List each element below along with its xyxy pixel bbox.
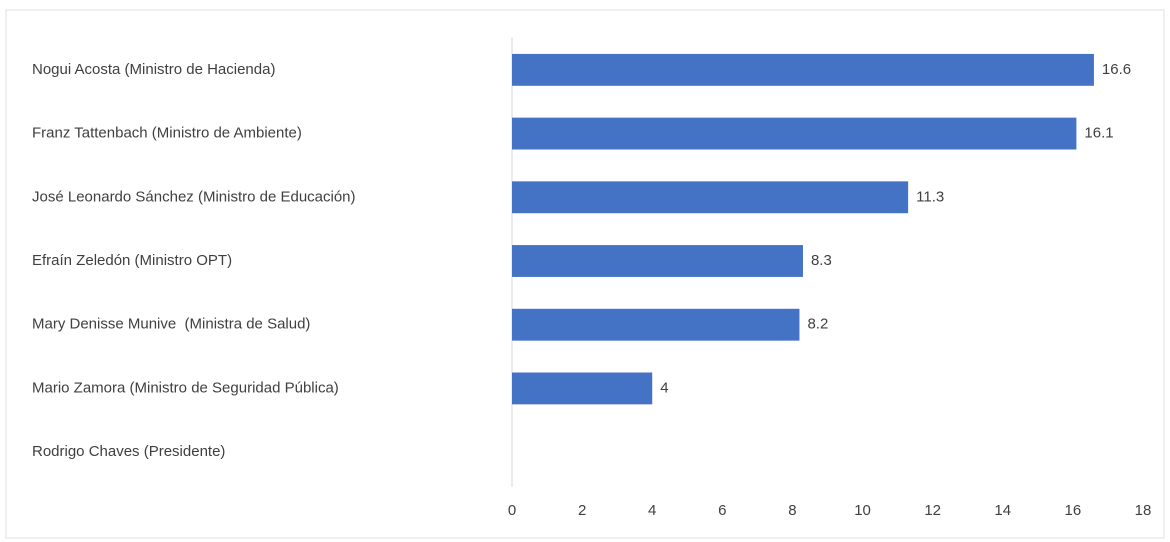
- x-tick-label: 18: [1135, 502, 1152, 519]
- x-tick-label: 4: [648, 502, 656, 519]
- bar: [512, 308, 800, 341]
- y-tick-label: Mario Zamora (Ministro de Seguridad Públ…: [32, 379, 339, 396]
- data-label: 8.3: [811, 252, 832, 269]
- data-label: 16.1: [1084, 125, 1113, 142]
- data-label: 8.2: [807, 316, 828, 333]
- bar: [512, 245, 803, 277]
- y-tick-label: Efraín Zeledón (Ministro OPT): [32, 252, 232, 269]
- x-tick-label: 12: [924, 502, 941, 519]
- x-tick-label: 0: [508, 502, 516, 519]
- x-tick-label: 8: [788, 502, 796, 519]
- bar: [512, 372, 653, 405]
- y-tick-label: Rodrigo Chaves (Presidente): [32, 443, 225, 460]
- y-tick-label: José Leonardo Sánchez (Ministro de Educa…: [32, 188, 356, 205]
- y-tick-label: Nogui Acosta (Ministro de Hacienda): [32, 61, 275, 78]
- bar: [512, 53, 1094, 86]
- x-tick-label: 16: [1065, 502, 1082, 519]
- y-tick-label: Franz Tattenbach (Ministro de Ambiente): [32, 125, 302, 142]
- bar: [512, 117, 1077, 150]
- data-label: 11.3: [916, 188, 944, 205]
- x-tick-label: 6: [718, 502, 726, 519]
- data-label: 16.6: [1102, 61, 1131, 78]
- x-tick-label: 10: [854, 502, 871, 519]
- x-tick-label: 14: [994, 502, 1011, 519]
- x-tick-label: 2: [578, 502, 586, 519]
- y-tick-label: Mary Denisse Munive (Ministra de Salud): [32, 316, 310, 333]
- bar: [512, 181, 909, 214]
- data-label: 4: [660, 379, 668, 396]
